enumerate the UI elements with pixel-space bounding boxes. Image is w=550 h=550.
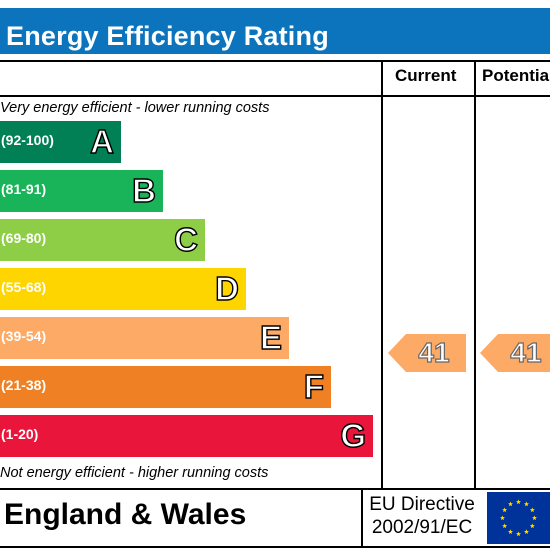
- potential-rating-arrow: 41: [480, 334, 550, 372]
- eu-star-icon: [502, 507, 508, 513]
- column-header-potential: Potential: [482, 66, 550, 85]
- page-title: Energy Efficiency Rating: [6, 21, 329, 51]
- rating-band-f: (21-38) F: [0, 366, 331, 408]
- band-letter: B: [131, 171, 156, 209]
- rating-band-g: (1-20) G: [0, 415, 373, 457]
- rating-band-d: (55-68) D: [0, 268, 246, 310]
- eu-star-icon: [516, 531, 521, 537]
- band-range-label: (55-68): [1, 279, 47, 295]
- grid-line-top: [0, 60, 550, 62]
- eu-star-icon: [516, 499, 521, 505]
- band-letter: C: [173, 220, 198, 258]
- grid-line-footer-top: [0, 488, 550, 490]
- potential-rating-value: 41: [510, 336, 542, 368]
- grid-line-bottom: [0, 546, 550, 548]
- footer-country: England & Wales: [4, 498, 247, 531]
- current-rating-arrow-shape: [388, 334, 466, 372]
- eu-flag-icon: [487, 492, 550, 544]
- band-range-label: (69-80): [1, 230, 47, 246]
- band-letter: F: [303, 367, 325, 405]
- note-bottom: Not energy efficient - higher running co…: [0, 465, 269, 481]
- eu-star-icon: [508, 529, 513, 534]
- band-letter: G: [340, 416, 367, 454]
- band-range-label: (81-91): [1, 181, 47, 197]
- eu-star-icon: [529, 523, 535, 529]
- band-letter: A: [89, 122, 114, 160]
- eu-star-icon: [532, 515, 537, 521]
- potential-rating-arrow-shape: [480, 334, 550, 372]
- rating-band-e: (39-54) E: [0, 317, 289, 359]
- current-rating-arrow: 41: [388, 334, 466, 372]
- band-letter: E: [259, 318, 282, 356]
- eu-star-icon: [524, 529, 529, 534]
- band-range-label: (21-38): [1, 377, 47, 393]
- current-rating-value: 41: [418, 336, 450, 368]
- footer-directive-line2: 2002/91/EC: [371, 517, 473, 538]
- column-header-current: Current: [395, 66, 457, 85]
- eu-star-icon: [508, 501, 513, 507]
- grid-line-col2: [474, 60, 476, 490]
- grid-line-header: [0, 95, 550, 97]
- band-letter: D: [214, 269, 239, 307]
- grid-line-footer-col: [361, 488, 363, 548]
- band-range-label: (39-54): [1, 328, 47, 344]
- band-range-label: (1-20): [1, 426, 39, 442]
- note-top: Very energy efficient - lower running co…: [0, 100, 270, 116]
- eu-star-icon: [524, 501, 529, 507]
- rating-band-a: (92-100) A: [0, 121, 121, 163]
- eu-star-icon: [502, 523, 508, 529]
- eu-star-icon: [500, 515, 505, 521]
- footer-directive-line1: EU Directive: [369, 494, 475, 515]
- band-range-label: (92-100): [1, 132, 54, 148]
- title-bar: Energy Efficiency Rating: [0, 8, 550, 54]
- rating-band-b: (81-91) B: [0, 170, 163, 212]
- eu-star-icon: [529, 507, 535, 513]
- grid-line-col1: [381, 60, 383, 490]
- rating-band-c: (69-80) C: [0, 219, 205, 261]
